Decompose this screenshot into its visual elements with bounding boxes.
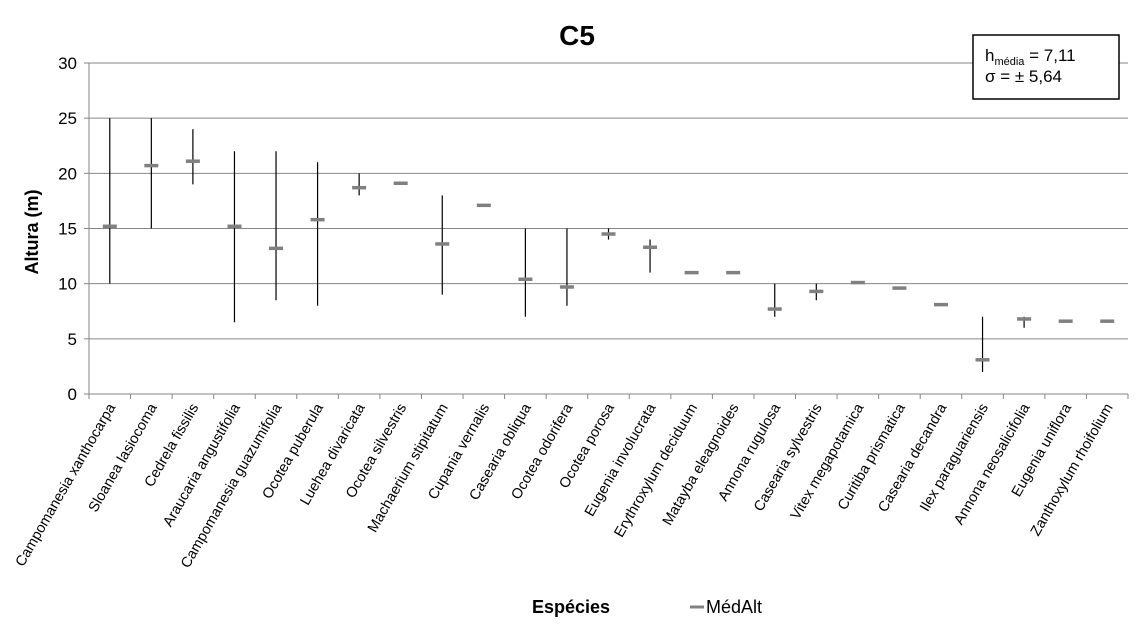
chart-title: C5 [559, 20, 595, 51]
legend-label: MédAlt [706, 597, 762, 617]
legend: MédAlt [690, 597, 762, 617]
y-tick-label: 5 [68, 330, 77, 349]
range-lines [109, 118, 1025, 372]
gridlines [89, 62, 1128, 340]
mean-markers [102, 159, 1115, 362]
y-tick-label: 0 [68, 385, 77, 404]
stats-sigma: σ = ± 5,64 [985, 67, 1062, 86]
category-label: Araucaria angustifolia [160, 400, 244, 530]
y-axis-ticks: 0 5 10 15 20 25 30 [58, 54, 89, 404]
category-label: Annona neosalicifolia [951, 400, 1034, 527]
y-tick-label: 10 [58, 275, 77, 294]
category-label: Matayba eleagnoides [660, 401, 743, 528]
stats-mean-height: hmédia = 7,11 [985, 46, 1076, 68]
x-axis-title: Espécies [532, 597, 610, 617]
y-tick-label: 25 [58, 109, 77, 128]
x-axis-ticks [88, 394, 1129, 399]
category-label: Machaerium stipitatum [365, 401, 452, 535]
y-tick-label: 15 [58, 220, 77, 239]
category-label: Zanthoxylum rhoifolium [1028, 401, 1117, 539]
stats-box: hmédia = 7,11 σ = ± 5,64 [972, 34, 1120, 100]
y-tick-label: 20 [58, 164, 77, 183]
category-label: Vitex megapotamica [788, 400, 868, 522]
stats-box-frame [972, 34, 1120, 100]
y-tick-label: 30 [58, 54, 77, 73]
y-axis-title: Altura (m) [22, 189, 42, 274]
